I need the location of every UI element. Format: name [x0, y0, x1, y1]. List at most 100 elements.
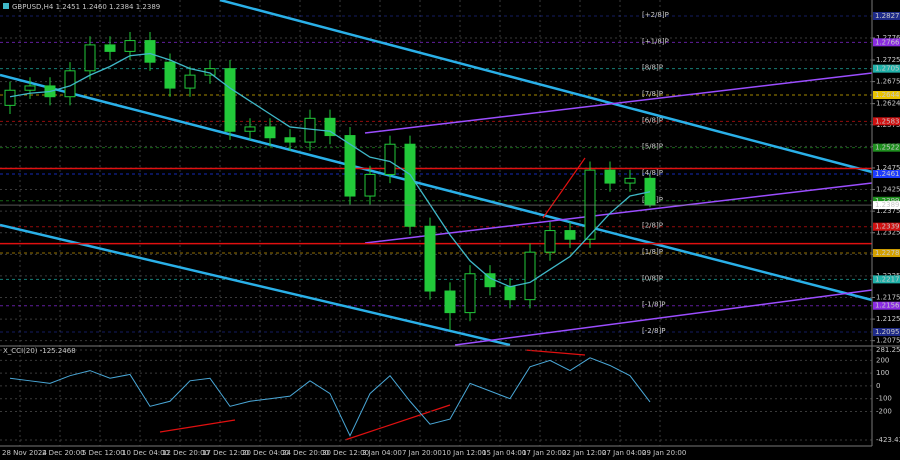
- candle-body: [604, 169, 616, 184]
- level-label: [+2/8]P: [642, 11, 669, 19]
- candle-body: [384, 143, 396, 175]
- candle-body: [244, 126, 256, 132]
- y-tick-label: 1.2776: [876, 34, 900, 42]
- level-label: [6/8]P: [642, 116, 663, 124]
- price-marks: [0, 31, 872, 330]
- candle-body: [344, 135, 356, 197]
- candle-body: [124, 40, 136, 52]
- level-price-box: [873, 143, 900, 152]
- level-label: [7/8]P: [642, 90, 663, 98]
- y-tick-label: 1.2725: [876, 56, 900, 64]
- x-tick-label: 30 Dec 12:00: [322, 449, 369, 457]
- cci-tick-label: -200: [876, 407, 892, 415]
- cci-tick-label: -100: [876, 395, 892, 403]
- level-price-box: [873, 11, 900, 20]
- cci-tick-label: 281.2508: [876, 346, 900, 354]
- level-price: 1.2095: [875, 328, 900, 336]
- candle-body: [324, 117, 336, 137]
- candle-body: [524, 251, 536, 301]
- level-price-box: [873, 275, 900, 284]
- level-label: [8/8]P: [642, 64, 663, 72]
- level-price: 1.2644: [875, 91, 900, 99]
- channel-line: [0, 223, 511, 347]
- candle-body: [184, 74, 196, 89]
- axes: 1.27761.27251.26751.26241.25751.25251.24…: [2, 11, 900, 457]
- x-tick-label: 3 Jan 04:00: [362, 449, 402, 457]
- candle-body: [264, 126, 276, 139]
- x-tick-label: 29 Jan 20:00: [642, 449, 686, 457]
- cci-tick-label: 0: [876, 382, 880, 390]
- x-tick-label: 24 Dec 20:00: [282, 449, 329, 457]
- level-label: [-1/8]P: [642, 301, 665, 309]
- divergence-line: [159, 419, 236, 433]
- x-tick-label: 10 Dec 04:00: [122, 449, 169, 457]
- level-price: 1.2522: [875, 144, 900, 152]
- symbol-icon: [3, 3, 9, 9]
- level-price-box: [873, 64, 900, 73]
- y-tick-label: 1.2675: [876, 78, 900, 86]
- y-tick-label: 1.2325: [876, 229, 900, 237]
- x-tick-label: 20 Dec 04:00: [242, 449, 289, 457]
- level-price: 1.2583: [875, 117, 900, 125]
- candle-body: [4, 89, 16, 106]
- level-price: 1.2156: [875, 302, 900, 310]
- x-tick-label: 2 Dec 20:00: [42, 449, 85, 457]
- level-label: [1/8]P: [642, 248, 663, 256]
- cci-panel: [0, 349, 872, 441]
- y-tick-label: 1.2075: [876, 337, 900, 345]
- candle-body: [424, 225, 436, 292]
- level-price: 1.2399: [875, 197, 900, 205]
- moving-average: [9, 52, 651, 288]
- candle-body: [304, 117, 316, 143]
- candle-body: [164, 61, 176, 89]
- x-tick-label: 28 Nov 2024: [2, 449, 47, 457]
- level-price: 1.2705: [875, 65, 900, 73]
- level-price-box: [873, 117, 900, 126]
- level-price: 1.2766: [875, 38, 900, 46]
- level-label: [4/8]P: [642, 169, 663, 177]
- grid: [0, 0, 872, 446]
- channel-line: [219, 0, 873, 174]
- candle-body: [624, 177, 636, 184]
- current-price-box: [873, 201, 900, 210]
- x-tick-label: 7 Jan 20:00: [402, 449, 442, 457]
- y-tick-label: 1.2425: [876, 186, 900, 194]
- candle-body: [24, 85, 36, 91]
- level-label: [-2/8]P: [642, 327, 665, 335]
- candle-body: [584, 169, 596, 240]
- divergence-line: [344, 404, 451, 441]
- channel-line: [454, 289, 873, 346]
- y-tick-label: 1.2175: [876, 294, 900, 302]
- level-price: 1.2217: [875, 275, 900, 283]
- chart-title: GBPUSD,H4 1.2451 1.2460 1.2384 1.2389: [12, 3, 160, 11]
- level-price-box: [873, 301, 900, 310]
- level-label: [5/8]P: [642, 143, 663, 151]
- candle-body: [564, 230, 576, 240]
- y-tick-label: 1.2125: [876, 315, 900, 323]
- x-tick-label: 17 Dec 12:00: [202, 449, 249, 457]
- divergence-line: [524, 349, 586, 356]
- level-price-box: [873, 328, 900, 337]
- level-price-box: [873, 38, 900, 47]
- y-tick-label: 1.2475: [876, 164, 900, 172]
- cci-label: X_CCI(20) -125.2468: [3, 347, 76, 355]
- x-tick-label: 10 Jan 12:00: [442, 449, 486, 457]
- candle-body: [364, 173, 376, 197]
- level-price: 1.2278: [875, 249, 900, 257]
- x-tick-label: 17 Jan 20:00: [522, 449, 566, 457]
- trend-line: [542, 157, 586, 219]
- level-price-box: [873, 90, 900, 99]
- candle-body: [84, 44, 96, 72]
- level-price-box: [873, 170, 900, 179]
- candle-body: [504, 286, 516, 301]
- level-label: [+1/8]P: [642, 37, 669, 45]
- x-tick-label: 27 Jan 04:00: [602, 449, 646, 457]
- level-label: [2/8]P: [642, 222, 663, 230]
- channel-line: [364, 72, 873, 134]
- candle-body: [224, 68, 236, 132]
- level-price: 1.2339: [875, 223, 900, 231]
- cci-tick-label: -423.4359: [876, 436, 900, 444]
- cci-line: [9, 357, 651, 437]
- channel-line: [0, 73, 873, 302]
